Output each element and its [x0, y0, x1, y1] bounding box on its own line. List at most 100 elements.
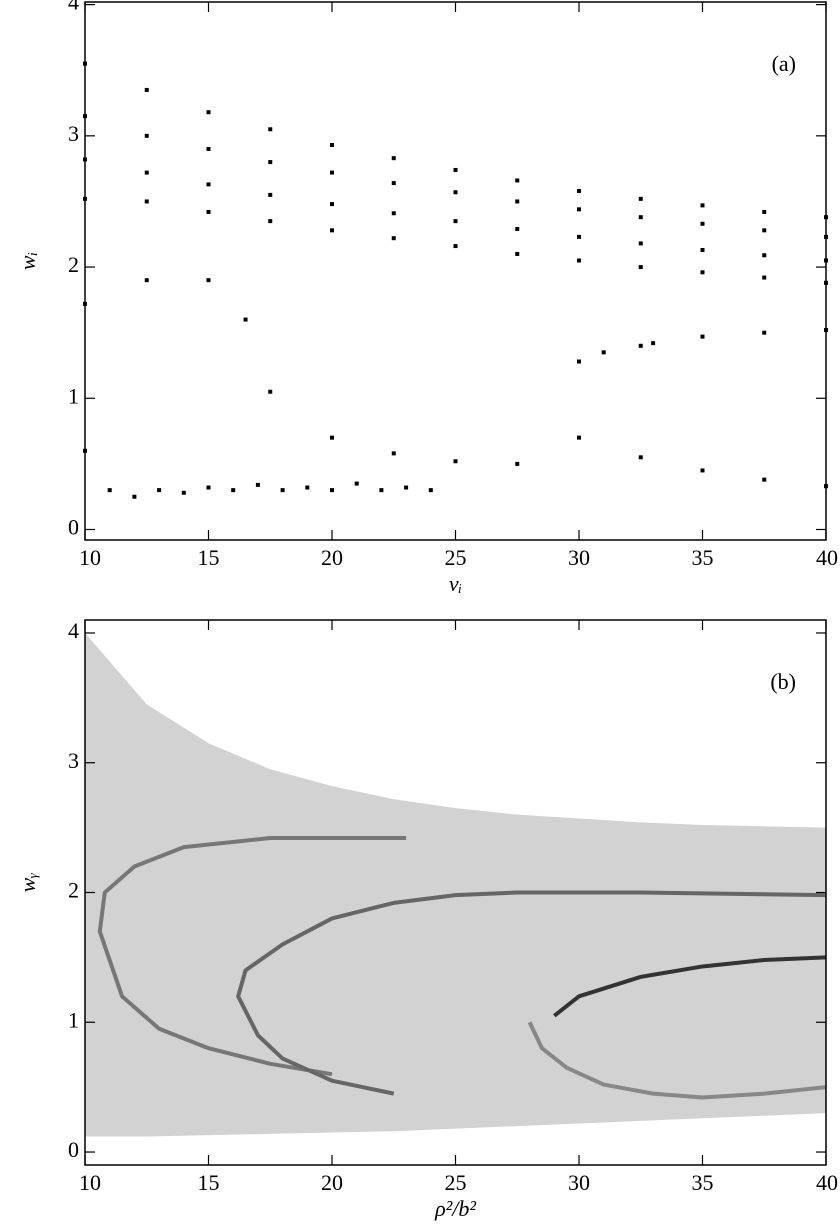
dot: [453, 219, 458, 224]
y-tick-label: 3: [68, 748, 79, 773]
dot: [577, 207, 581, 212]
x-tick-label: 30: [568, 1170, 590, 1195]
dot: [243, 317, 248, 322]
density-envelope: [85, 632, 826, 1137]
dot: [391, 211, 396, 216]
x-tick-label: 15: [198, 1170, 220, 1195]
dot: [330, 170, 334, 175]
y-tick-label: 0: [68, 1137, 79, 1162]
y-tick-label: 0: [68, 515, 79, 540]
dot: [280, 488, 285, 493]
dot: [268, 160, 273, 165]
dot: [330, 488, 334, 493]
dot: [268, 389, 273, 394]
dot: [206, 146, 211, 151]
dot: [330, 202, 334, 207]
x-tick-label: 15: [198, 545, 220, 570]
y-tick-label: 4: [68, 0, 79, 15]
dot: [132, 494, 137, 499]
dot: [515, 178, 520, 183]
dot: [638, 343, 643, 348]
dot: [391, 236, 396, 241]
panel-annotation: (b): [770, 669, 796, 694]
y-tick-label: 1: [68, 1007, 79, 1032]
dot: [515, 227, 520, 232]
x-tick-label: 10: [79, 545, 101, 570]
dot: [144, 278, 149, 283]
dot: [305, 485, 310, 490]
dot: [515, 199, 520, 204]
dot: [107, 488, 112, 493]
y-tick-label: 3: [68, 121, 79, 146]
panel: 10 15 20 25 30 35 40 0 1 2 3 4 ρ²/b² wᵧ (b): [15, 618, 838, 1221]
dot: [206, 110, 211, 115]
ridge-line: [527, 1021, 827, 1100]
dot: [762, 209, 767, 214]
y-tick-label: 4: [68, 618, 79, 643]
dot: [391, 451, 396, 456]
dot: [700, 334, 705, 339]
x-tick-label: 40: [816, 1170, 838, 1195]
dot: [700, 468, 705, 473]
dot: [379, 488, 384, 493]
x-tick-label: 30: [568, 545, 590, 570]
dot: [206, 485, 211, 490]
dot: [601, 350, 606, 355]
y-tick-label: 1: [68, 383, 79, 408]
dot: [268, 192, 273, 197]
x-tick-label: 25: [445, 545, 467, 570]
dot: [330, 435, 334, 440]
dot: [577, 234, 581, 239]
x-axis-label: νᵢ: [449, 571, 462, 596]
dot: [638, 215, 643, 220]
y-axis-label: wᵢ: [15, 252, 40, 270]
dot: [638, 241, 643, 246]
dot: [206, 182, 211, 187]
dot: [206, 209, 211, 214]
dot: [428, 488, 433, 493]
dot: [268, 219, 273, 224]
dot: [515, 251, 520, 256]
dot: [700, 270, 705, 275]
dot: [354, 481, 359, 486]
y-tick-label: 2: [68, 878, 79, 903]
x-axis-label: ρ²/b²: [434, 1196, 476, 1221]
dot: [157, 488, 162, 493]
panel: 10 15 20 25 30 35 40 0 1 2 3 4 νᵢ wᵢ (a): [15, 0, 838, 596]
dot: [453, 190, 458, 195]
dot: [577, 188, 581, 193]
dot: [762, 330, 767, 335]
dot: [144, 199, 149, 204]
dot: [181, 490, 186, 495]
ridge-line: [236, 890, 827, 1096]
x-tick-label: 10: [79, 1170, 101, 1195]
dot: [700, 221, 705, 226]
x-tick-label: 25: [445, 1170, 467, 1195]
dot: [144, 170, 149, 175]
dot: [255, 482, 260, 487]
dot: [638, 455, 643, 460]
dot: [453, 459, 458, 464]
dot: [762, 275, 767, 280]
dot: [404, 485, 409, 490]
panel-annotation: (a): [772, 51, 796, 76]
dot: [330, 228, 334, 233]
dot: [515, 461, 520, 466]
dot: [762, 477, 767, 482]
x-tick-label: 20: [321, 545, 343, 570]
dot: [453, 167, 458, 172]
dot: [577, 435, 581, 440]
dot: [206, 278, 211, 283]
dot: [700, 203, 705, 208]
y-tick-label: 2: [68, 252, 79, 277]
dot: [391, 181, 396, 186]
dot: [700, 248, 705, 253]
dot: [231, 488, 236, 493]
ridge-line: [553, 955, 827, 1018]
x-tick-label: 35: [692, 1170, 714, 1195]
dot: [638, 265, 643, 270]
x-tick-label: 40: [816, 545, 838, 570]
dot: [577, 359, 581, 364]
